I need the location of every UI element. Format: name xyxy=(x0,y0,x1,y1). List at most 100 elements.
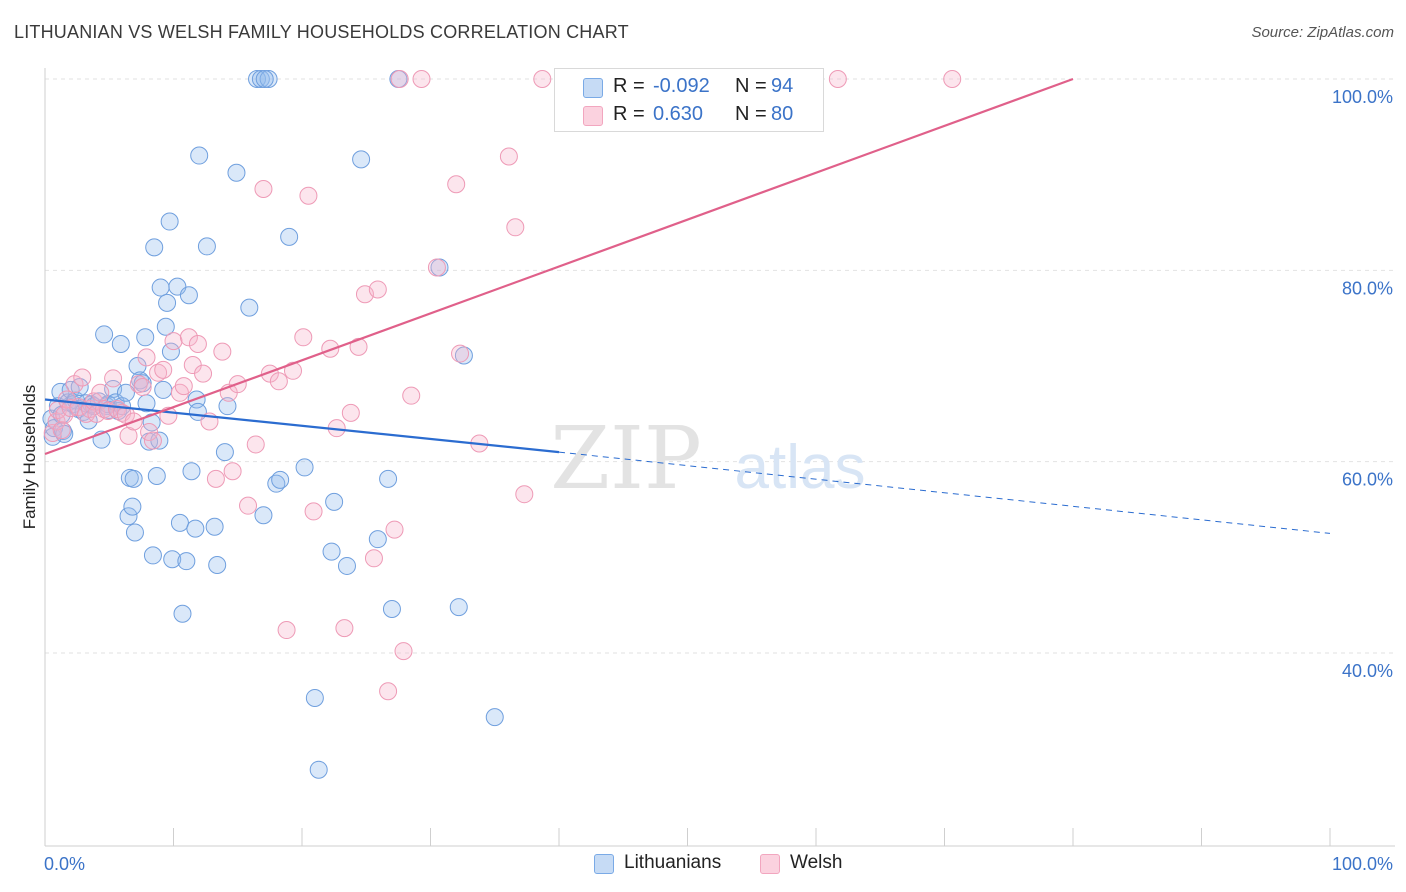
data-point xyxy=(160,212,179,231)
data-point xyxy=(251,70,270,88)
data-point xyxy=(182,462,201,481)
data-point xyxy=(239,496,258,515)
data-point xyxy=(156,317,175,336)
data-point xyxy=(246,435,265,454)
data-point xyxy=(116,405,135,424)
data-point xyxy=(158,293,177,312)
data-point xyxy=(227,163,246,182)
data-point xyxy=(385,520,404,539)
series-welsh xyxy=(43,70,962,701)
data-point xyxy=(194,364,213,383)
legend-n-label: N = xyxy=(735,75,767,97)
data-point xyxy=(294,328,313,347)
data-point xyxy=(143,546,162,565)
data-point xyxy=(254,180,273,199)
data-point xyxy=(73,368,92,387)
data-point xyxy=(349,337,368,356)
data-point xyxy=(52,421,71,440)
y-axis-label: Family Households xyxy=(20,385,39,530)
watermark-atlas: atlas xyxy=(735,433,866,502)
data-point xyxy=(149,363,168,382)
data-point xyxy=(394,642,413,661)
data-point xyxy=(133,378,152,397)
data-point xyxy=(154,380,173,399)
data-point xyxy=(179,328,198,347)
data-point xyxy=(91,383,110,402)
data-point xyxy=(161,342,180,361)
x-tick-labels: 0.0% 100.0% xyxy=(44,854,1393,874)
y-tick-labels: 40.0% 60.0% 80.0% 100.0% xyxy=(1332,87,1393,681)
data-point xyxy=(65,375,84,394)
data-point xyxy=(364,549,383,568)
data-point xyxy=(943,70,962,88)
legend-row-welsh: R = 0.630 N = 80 xyxy=(555,101,823,129)
data-point xyxy=(295,458,314,477)
data-point xyxy=(55,405,74,424)
data-point xyxy=(449,598,468,617)
data-point xyxy=(533,70,552,88)
data-point xyxy=(335,619,354,638)
legend-r-label: R = xyxy=(613,75,645,97)
data-point xyxy=(124,469,143,488)
data-point xyxy=(136,328,155,347)
data-point xyxy=(341,403,360,422)
data-point xyxy=(390,70,409,88)
data-point xyxy=(137,348,156,367)
data-point xyxy=(240,298,259,317)
data-point xyxy=(104,369,123,388)
data-point xyxy=(186,519,205,538)
data-point xyxy=(208,555,227,574)
data-point xyxy=(325,492,344,511)
data-point xyxy=(280,227,299,246)
legend-r-value: -0.092 xyxy=(653,75,710,97)
data-point xyxy=(119,507,138,526)
points xyxy=(42,70,962,779)
data-point xyxy=(284,361,303,380)
data-point xyxy=(304,502,323,521)
legend-n-value: 94 xyxy=(771,75,794,97)
series-legend: Lithuanians Welsh xyxy=(0,852,1406,878)
data-point xyxy=(447,175,466,194)
legend-label-welsh: Welsh xyxy=(790,852,843,873)
data-point xyxy=(140,423,159,442)
data-point xyxy=(190,146,209,165)
data-point xyxy=(322,542,341,561)
legend-n-value: 80 xyxy=(771,103,794,125)
data-point xyxy=(223,462,242,481)
data-point xyxy=(164,332,183,351)
data-point xyxy=(379,682,398,701)
legend-swatch-welsh xyxy=(583,106,603,126)
trend-line-lithuanians-extension xyxy=(558,451,1331,534)
legend-swatch-lithuanians xyxy=(594,854,614,874)
data-point xyxy=(499,147,518,166)
data-point xyxy=(215,443,234,462)
data-point xyxy=(213,342,232,361)
data-point xyxy=(828,70,847,88)
legend-n-label: N = xyxy=(735,103,767,125)
data-point xyxy=(95,325,114,344)
y-tick-label: 40.0% xyxy=(1342,661,1393,681)
watermark: ZIP atlas xyxy=(550,409,865,509)
data-point xyxy=(170,513,189,532)
data-point xyxy=(269,372,288,391)
data-point xyxy=(412,70,431,88)
legend-r-value: 0.630 xyxy=(653,103,704,125)
data-point xyxy=(368,280,387,299)
data-point xyxy=(177,552,196,571)
y-tick-label: 80.0% xyxy=(1342,278,1393,298)
legend-r-label: R = xyxy=(613,103,645,125)
data-point xyxy=(163,550,182,569)
data-point xyxy=(206,469,225,488)
data-point xyxy=(151,278,170,297)
data-point xyxy=(145,238,164,257)
data-point xyxy=(485,708,504,727)
data-point xyxy=(218,397,237,416)
data-point xyxy=(197,237,216,256)
y-tick-label: 100.0% xyxy=(1332,87,1393,107)
trend-line-welsh xyxy=(44,77,1074,456)
data-point xyxy=(174,377,193,396)
data-point xyxy=(379,469,398,488)
trend-lines xyxy=(44,77,1331,534)
data-point xyxy=(309,760,328,779)
